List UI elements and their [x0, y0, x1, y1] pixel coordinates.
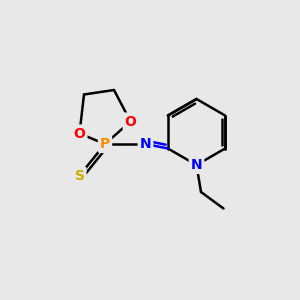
Text: N: N [191, 158, 202, 172]
Text: S: S [74, 169, 85, 182]
Text: P: P [100, 137, 110, 151]
Text: N: N [140, 137, 151, 151]
Text: O: O [124, 115, 136, 128]
Text: O: O [74, 127, 86, 140]
